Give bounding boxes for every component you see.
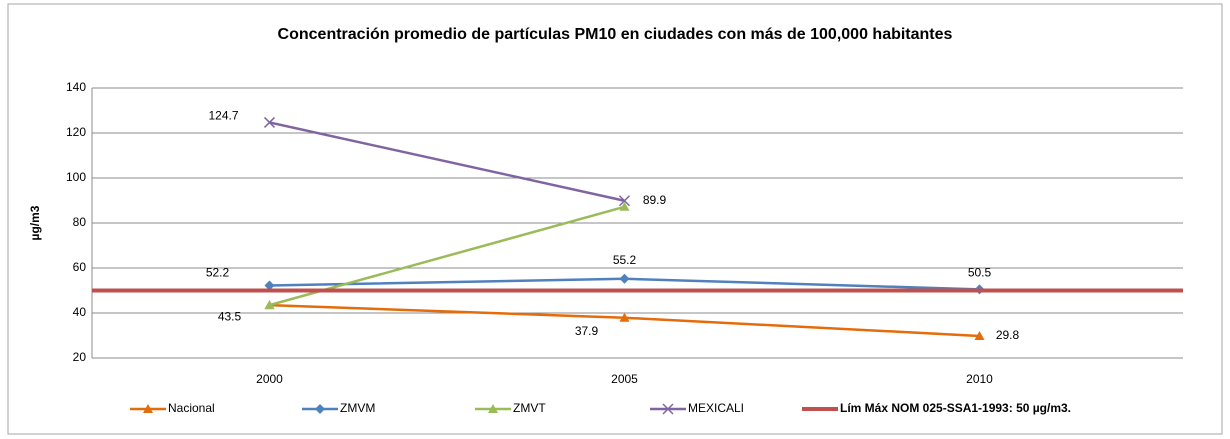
data-label: 55.2: [613, 253, 637, 267]
marker: [618, 195, 631, 207]
marker: [974, 330, 985, 340]
data-label: 37.9: [575, 324, 599, 338]
marker: [264, 300, 275, 310]
legend-label: Nacional: [168, 401, 215, 415]
y-tick-label: 140: [66, 80, 86, 94]
data-label: 52.2: [206, 266, 230, 280]
y-tick-label: 120: [66, 125, 86, 139]
legend-label: ZMVM: [340, 401, 375, 415]
data-label: 124.7: [208, 109, 238, 123]
y-axis-label: µg/m3: [28, 205, 42, 240]
y-tick-label: 20: [73, 350, 87, 364]
legend-label: Lím Máx NOM 025-SSA1-1993: 50 µg/m3.: [840, 401, 1071, 415]
x-tick-label: 2010: [966, 372, 993, 386]
legend-marker: [488, 404, 498, 413]
legend-label: MEXICALI: [688, 401, 744, 415]
legend-label: ZMVT: [513, 401, 546, 415]
marker: [619, 273, 630, 284]
legend-marker: [662, 403, 674, 415]
y-tick-label: 40: [73, 305, 87, 319]
legend-marker: [143, 404, 153, 413]
chart-border: [7, 3, 1223, 435]
data-label: 50.5: [968, 266, 992, 280]
data-label: 43.5: [218, 309, 242, 323]
y-tick-label: 60: [73, 260, 87, 274]
chart-title: Concentración promedio de partículas PM1…: [278, 26, 953, 43]
data-label: 29.8: [996, 328, 1020, 342]
series-line: [269, 121, 625, 202]
y-tick-label: 100: [66, 170, 86, 184]
marker: [263, 116, 276, 128]
x-tick-label: 2005: [611, 372, 638, 386]
marker: [619, 201, 630, 211]
marker: [619, 312, 630, 322]
data-label: 89.9: [643, 193, 667, 207]
y-tick-label: 80: [73, 215, 87, 229]
legend-marker: [315, 404, 325, 414]
marker: [264, 280, 275, 291]
x-tick-label: 2000: [256, 372, 283, 386]
